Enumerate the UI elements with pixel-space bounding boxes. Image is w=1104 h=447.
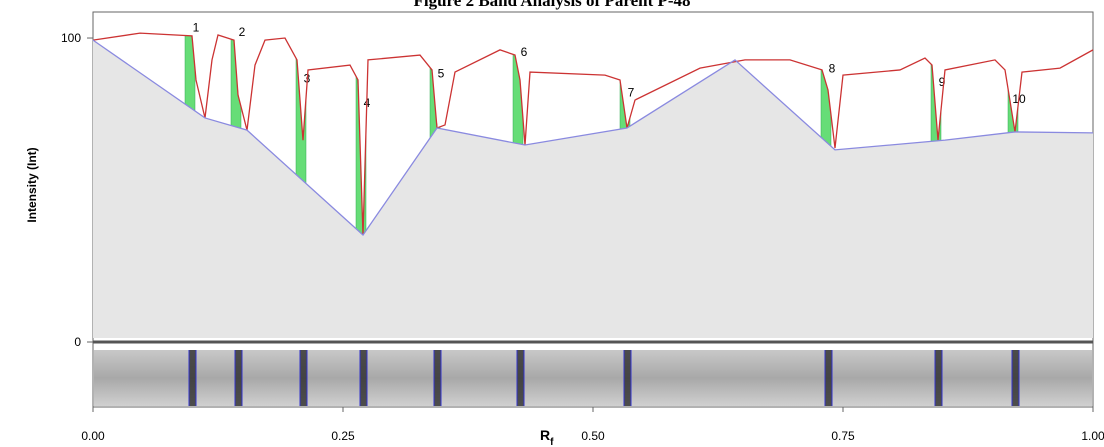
lane-band xyxy=(825,350,832,406)
lane-band xyxy=(189,350,196,406)
lane-band xyxy=(235,350,242,406)
lane-band xyxy=(1012,350,1019,406)
lane-band xyxy=(360,350,367,406)
x-axis-label-main: R xyxy=(540,427,550,443)
lane-band xyxy=(517,350,524,406)
lane-band xyxy=(434,350,441,406)
lane-band xyxy=(624,350,631,406)
band-label: 1 xyxy=(193,21,200,35)
band-label: 5 xyxy=(438,67,445,81)
chart: Figure 2 Band Analysis of Parent P-48 In… xyxy=(0,0,1104,447)
y-axis-label: Intensity (Int) xyxy=(25,147,39,222)
x-axis-label-sub: f xyxy=(550,437,554,447)
chart-title: Figure 2 Band Analysis of Parent P-48 xyxy=(413,0,690,10)
x-tick-label: 0.25 xyxy=(331,429,355,443)
x-tick-label: 0.00 xyxy=(81,429,105,443)
x-tick-label: 0.50 xyxy=(581,429,605,443)
x-tick-label: 0.75 xyxy=(831,429,855,443)
band-label: 7 xyxy=(628,86,635,100)
lane-band xyxy=(300,350,307,406)
x-axis-label: Rf xyxy=(540,427,554,447)
lane-band xyxy=(935,350,942,406)
band-label: 2 xyxy=(239,25,246,39)
band-label: 6 xyxy=(521,45,528,59)
band-label: 8 xyxy=(829,62,836,76)
y-tick-label: 100 xyxy=(61,31,81,45)
x-tick-label: 1.00 xyxy=(1081,429,1104,443)
y-tick-label: 0 xyxy=(74,335,81,349)
